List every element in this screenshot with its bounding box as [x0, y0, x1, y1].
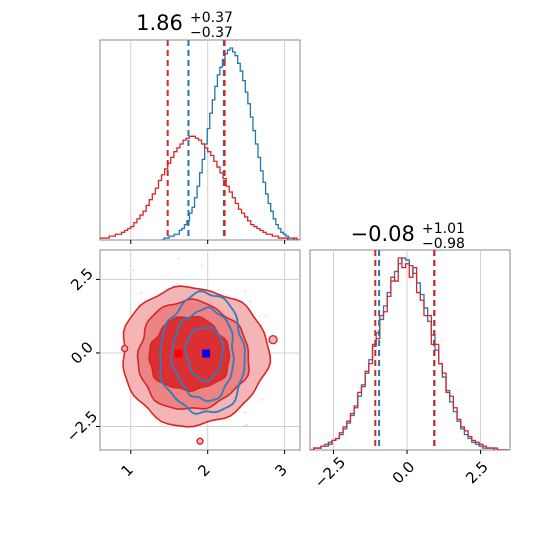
blue-contour [159, 290, 246, 415]
title-right: −0.08 +1.01 −0.98 [351, 218, 470, 252]
red-contour [148, 315, 231, 393]
blue-contour [184, 326, 225, 382]
scatter-point [200, 264, 203, 267]
scatter-point [307, 344, 309, 346]
y-tick-label: 2.5 [67, 265, 97, 295]
y-tick-label: −2.5 [63, 407, 101, 445]
scatter-point [140, 292, 143, 295]
scatter-point [249, 300, 252, 303]
title-right-minus: −0.98 [422, 236, 465, 252]
x-tick-label: −2.5 [311, 453, 349, 491]
histogram-step-line [310, 257, 509, 450]
title-top-plus: +0.37 [190, 10, 233, 26]
histogram-panel-top: 1.86 +0.37 −0.37 [99, 7, 301, 244]
histogram-steps-top [100, 47, 300, 240]
scatter-point [217, 288, 220, 291]
scatter-point [243, 424, 246, 427]
histogram-step-line [100, 135, 300, 240]
histogram-steps-right [310, 257, 509, 450]
scatter-point [212, 425, 214, 428]
quantile-lines-right [374, 250, 436, 450]
quantile-lines-top [166, 40, 226, 240]
title-right-value: −0.08 [351, 222, 415, 246]
title-right-plus: +1.01 [422, 221, 465, 237]
scatter-point [132, 269, 135, 272]
scatter-point [244, 411, 246, 414]
blue-contour [170, 306, 235, 403]
scatter-point [245, 423, 248, 426]
contour-markers [174, 349, 211, 358]
red-contour-island [196, 437, 204, 445]
x-ticks-contour: 1 2 3 [117, 450, 291, 480]
title-top: 1.86 +0.37 −0.37 [136, 7, 238, 41]
y-tick-label: 0.0 [67, 338, 97, 368]
scatter-point [177, 257, 180, 260]
scatter-point [243, 289, 246, 292]
scatter-point [264, 315, 267, 318]
x-tick-label: 2.5 [462, 458, 492, 488]
scatter-point [172, 427, 175, 430]
red-contour-island [268, 335, 278, 345]
x-ticks-top [130, 240, 286, 244]
title-top-value: 1.86 [136, 11, 183, 35]
x-tick-label: 0.0 [389, 458, 419, 488]
histogram-step-line [161, 47, 297, 240]
histogram-panel-right: −2.5 0.0 2.5 −0.08 +1.01 −0.98 [309, 218, 511, 492]
contour-panel: 1 2 3 −2.5 0.0 2.5 [63, 249, 309, 480]
histogram-frame-right [309, 249, 511, 451]
x-tick-label: 3 [271, 461, 290, 480]
x-ticks-right: −2.5 0.0 2.5 [311, 450, 492, 492]
x-tick-label: 2 [194, 461, 213, 480]
x-tick-label: 1 [117, 461, 136, 480]
scatter-point [260, 399, 263, 401]
blue-contours [159, 290, 246, 415]
y-ticks-contour: −2.5 0.0 2.5 [63, 265, 101, 446]
title-top-minus: −0.37 [190, 25, 233, 41]
histogram-grid-right [333, 250, 482, 450]
scatter-point [177, 282, 179, 285]
marker-square [202, 349, 211, 358]
red-contour-island [120, 344, 129, 353]
marker-square [174, 349, 183, 358]
scatter-point [114, 458, 116, 460]
